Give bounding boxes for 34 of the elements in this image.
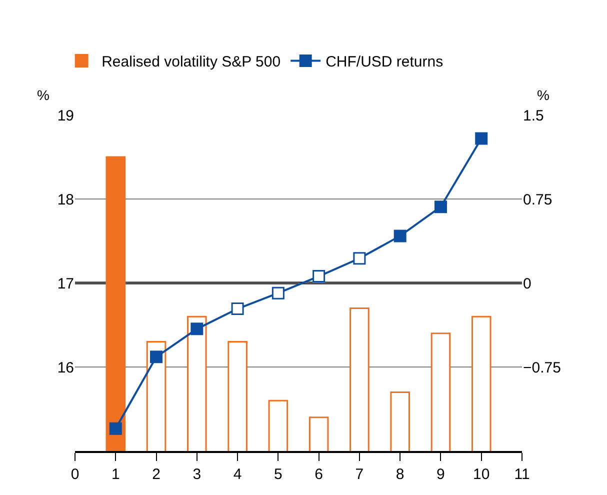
x-tick-label: 8 bbox=[396, 466, 404, 483]
x-tick-label: 1 bbox=[111, 466, 120, 483]
y-tick-label: 18 bbox=[57, 191, 74, 208]
legend-label: CHF/USD returns bbox=[326, 54, 444, 71]
x-tick-label: 0 bbox=[70, 466, 80, 483]
point bbox=[475, 132, 488, 145]
y2-tick-label: 1.5 bbox=[523, 107, 544, 124]
point bbox=[353, 252, 366, 265]
x-tick-label: 4 bbox=[233, 466, 242, 483]
x-tick-label: 11 bbox=[514, 466, 530, 483]
y2-tick-label: 0 bbox=[523, 275, 532, 292]
x-tick-label: 10 bbox=[473, 466, 490, 483]
y2-axis-title: % bbox=[537, 87, 550, 103]
y-tick-label: 19 bbox=[57, 107, 74, 124]
x-tick-label: 9 bbox=[436, 466, 445, 483]
point bbox=[394, 230, 406, 242]
x-tick-label: 7 bbox=[355, 466, 364, 483]
x-tick-label: 3 bbox=[192, 466, 202, 483]
point bbox=[150, 350, 163, 364]
point bbox=[312, 270, 326, 283]
x-tick-label: 2 bbox=[152, 466, 160, 483]
x-tick-label: 5 bbox=[274, 466, 282, 483]
legend-label: Realised volatility S&P 500 bbox=[102, 54, 281, 71]
x-tick-label: 6 bbox=[314, 466, 323, 483]
y-tick-label: 17 bbox=[57, 275, 74, 292]
point bbox=[231, 302, 244, 316]
y-tick-label: 16 bbox=[57, 359, 74, 376]
point bbox=[272, 286, 284, 300]
point bbox=[434, 200, 447, 214]
point bbox=[190, 322, 204, 336]
point bbox=[109, 422, 122, 435]
y2-tick-label: 0.75 bbox=[523, 191, 552, 208]
y-axis-title: % bbox=[37, 87, 50, 103]
y2-tick-label: −0.75 bbox=[523, 359, 561, 376]
